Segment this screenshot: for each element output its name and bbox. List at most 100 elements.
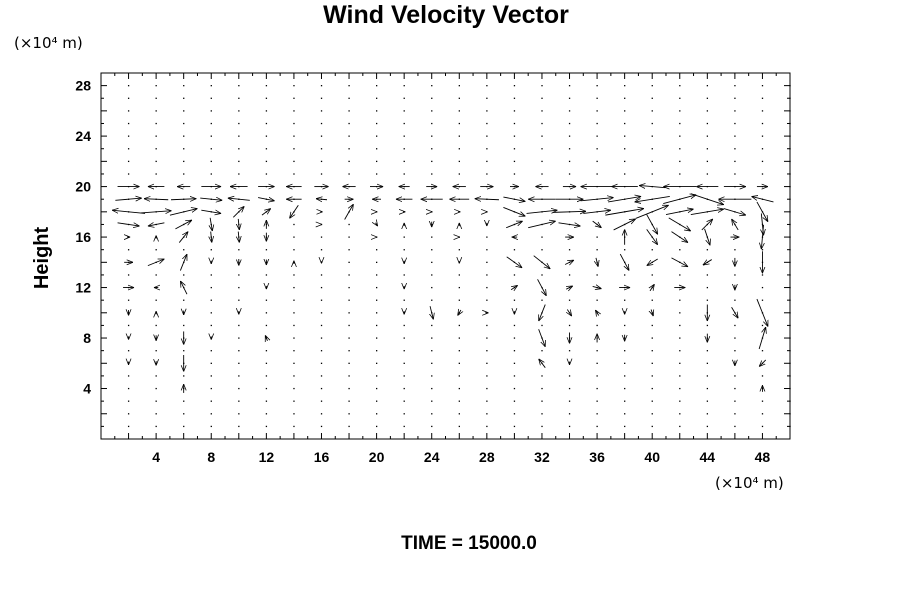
grid-dot xyxy=(320,274,323,276)
grid-dot xyxy=(651,400,653,402)
grid-dot xyxy=(624,425,626,428)
grid-dot xyxy=(183,160,185,163)
grid-dot xyxy=(210,148,212,150)
grid-dot xyxy=(651,173,653,175)
wind-vector-arrow xyxy=(533,255,551,269)
grid-dot xyxy=(513,148,516,150)
grid-dot xyxy=(348,135,350,137)
grid-dot xyxy=(265,387,268,390)
grid-dot xyxy=(210,362,212,364)
grid-dot xyxy=(431,286,433,289)
grid-dot xyxy=(541,236,543,238)
grid-dot xyxy=(431,274,433,276)
x-unit-label: (×10⁴ m) xyxy=(715,474,784,492)
grid-dot xyxy=(320,110,323,112)
grid-dot xyxy=(651,413,653,415)
grid-dot xyxy=(734,299,736,301)
wind-vector-arrow xyxy=(201,210,221,213)
grid-dot xyxy=(568,425,571,428)
grid-dot xyxy=(210,173,212,175)
grid-dot xyxy=(376,135,378,137)
wind-vector-arrow xyxy=(228,198,250,200)
grid-dot xyxy=(431,148,433,150)
grid-dot xyxy=(541,274,543,276)
grid-dot xyxy=(706,375,709,377)
grid-dot xyxy=(431,350,433,352)
grid-dot xyxy=(293,375,295,377)
grid-dot xyxy=(403,337,405,339)
grid-dot xyxy=(403,122,405,125)
grid-dot xyxy=(431,375,433,377)
grid-dot xyxy=(624,387,626,390)
grid-dot xyxy=(734,387,736,390)
grid-dot xyxy=(210,85,212,87)
grid-dot xyxy=(127,122,130,125)
grid-dot xyxy=(651,135,653,137)
grid-dot xyxy=(541,148,543,150)
grid-dot xyxy=(458,299,460,301)
grid-dot xyxy=(596,324,598,327)
grid-dot xyxy=(348,312,350,314)
grid-dot xyxy=(513,173,516,175)
grid-dot xyxy=(624,85,626,87)
grid-dot xyxy=(403,85,405,87)
wind-vector-arrow xyxy=(646,229,658,244)
grid-dot xyxy=(265,97,268,99)
y-tick-label: 28 xyxy=(75,78,91,94)
grid-dot xyxy=(541,350,543,352)
wind-vector-arrow xyxy=(613,219,636,231)
grid-dot xyxy=(486,362,488,364)
grid-dot xyxy=(155,122,157,125)
grid-dot xyxy=(293,324,295,327)
grid-dot xyxy=(293,249,295,251)
grid-dot xyxy=(183,375,185,377)
grid-dot xyxy=(458,160,460,163)
grid-dot xyxy=(210,413,212,415)
grid-dot xyxy=(320,85,323,87)
grid-dot xyxy=(183,110,185,112)
grid-dot xyxy=(238,110,240,112)
grid-dot xyxy=(679,160,681,163)
grid-dot xyxy=(403,362,405,364)
grid-dot xyxy=(513,425,516,428)
grid-dot xyxy=(541,85,543,87)
grid-dot xyxy=(238,148,240,150)
grid-dot xyxy=(348,160,350,163)
grid-dot xyxy=(293,425,295,428)
grid-dot xyxy=(568,324,571,327)
grid-dot xyxy=(486,375,488,377)
grid-dot xyxy=(293,110,295,112)
grid-dot xyxy=(376,249,378,251)
grid-dot xyxy=(127,274,130,276)
grid-dot xyxy=(155,425,157,428)
grid-dot xyxy=(155,274,157,276)
grid-dot xyxy=(155,97,157,99)
grid-dot xyxy=(513,122,516,125)
grid-dot xyxy=(568,249,571,251)
grid-dot xyxy=(238,85,240,87)
grid-dot xyxy=(734,110,736,112)
wind-vector-arrow xyxy=(458,310,461,316)
y-tick-label: 16 xyxy=(75,229,91,245)
grid-dot xyxy=(651,387,653,390)
grid-dot xyxy=(706,413,709,415)
grid-dot xyxy=(320,425,323,428)
grid-dot xyxy=(348,97,350,99)
grid-dots xyxy=(127,85,791,428)
grid-dot xyxy=(155,350,157,352)
wind-vector-arrow xyxy=(758,327,766,350)
grid-dot xyxy=(293,173,295,175)
grid-dot xyxy=(155,375,157,377)
grid-dot xyxy=(679,148,681,150)
grid-dot xyxy=(293,223,295,226)
grid-dot xyxy=(568,413,571,415)
grid-dot xyxy=(513,387,516,390)
grid-dot xyxy=(293,299,295,301)
grid-dot xyxy=(651,350,653,352)
grid-dot xyxy=(265,362,268,364)
grid-dot xyxy=(734,173,736,175)
grid-dot xyxy=(127,160,130,163)
wind-vector-arrow xyxy=(751,196,774,203)
grid-dot xyxy=(706,148,709,150)
grid-dot xyxy=(761,299,764,301)
